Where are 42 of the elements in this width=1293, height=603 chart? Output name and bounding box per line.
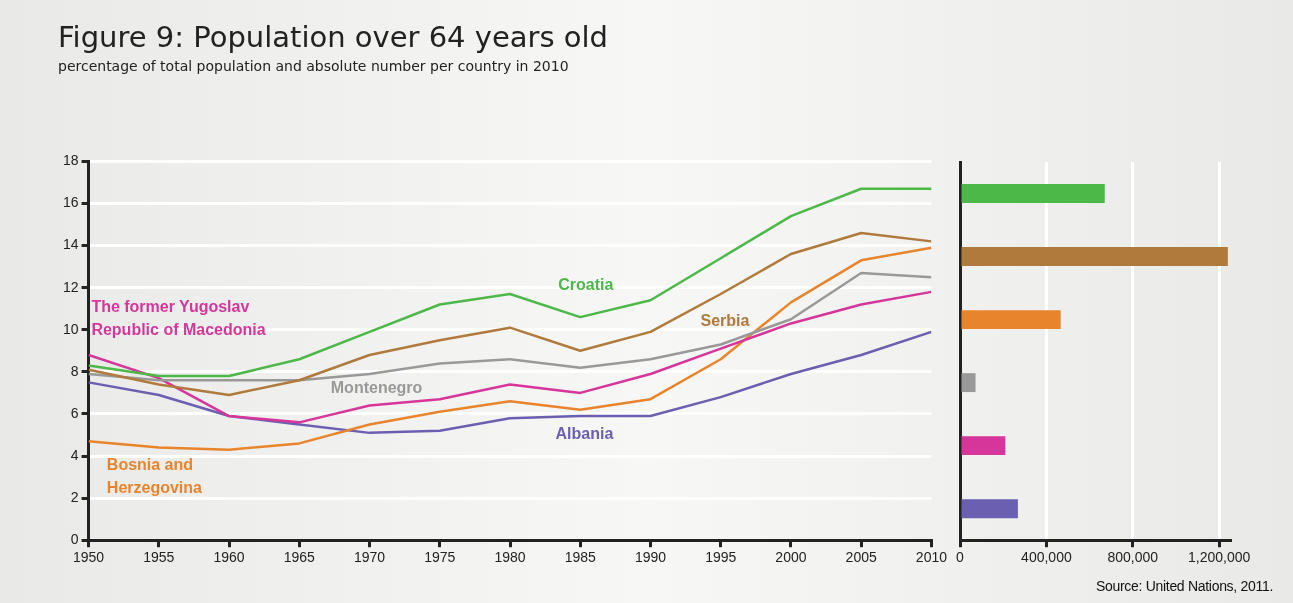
y-tick-label: 18 — [62, 152, 79, 169]
bar — [961, 184, 1105, 203]
x-tick-label: 1950 — [72, 549, 105, 566]
y-tick-label: 2 — [70, 488, 79, 505]
x-tick-label: 400,000 — [1021, 549, 1072, 566]
x-tick-label: 1995 — [705, 549, 737, 566]
series-label: The former Yugoslav Republic of Macedonia — [91, 298, 266, 339]
y-tick-label: 16 — [62, 194, 79, 211]
x-tick-label: 1,200,000 — [1188, 549, 1251, 566]
chart-title: Figure 9: Population over 64 years old — [58, 20, 609, 54]
series-label: Montenegro — [330, 379, 423, 397]
chart-subtitle: percentage of total population and absolute number per country in 2010 — [58, 58, 569, 74]
series-label: Serbia — [700, 311, 750, 329]
y-tick-label: 12 — [62, 278, 79, 295]
series-label: Albania — [555, 425, 614, 443]
x-tick-label: 2005 — [845, 549, 877, 566]
x-tick-label: 1960 — [213, 549, 245, 566]
y-tick-label: 10 — [62, 320, 79, 337]
x-tick-label: 0 — [956, 549, 965, 566]
x-tick-label: 1990 — [634, 549, 667, 566]
y-tick-label: 4 — [70, 446, 79, 463]
x-tick-label: 1970 — [353, 549, 386, 566]
y-tick-label: 14 — [62, 236, 79, 253]
bar — [961, 499, 1018, 519]
bar — [961, 373, 976, 393]
y-tick-label: 6 — [70, 404, 79, 421]
x-tick-label: 2000 — [775, 549, 807, 566]
y-tick-label: 8 — [70, 362, 79, 379]
x-tick-label: 1980 — [494, 549, 526, 566]
bar — [961, 247, 1228, 267]
y-tick-label: 0 — [70, 531, 79, 548]
series-label: Bosnia and Herzegovina — [106, 455, 203, 496]
x-tick-label: 1965 — [283, 549, 316, 566]
x-tick-label: 1985 — [564, 549, 597, 566]
x-tick-label: 1955 — [143, 549, 175, 566]
x-tick-label: 1975 — [424, 549, 456, 566]
bar — [961, 310, 1061, 330]
source-note: Source: United Nations, 2011. — [1095, 578, 1273, 594]
x-tick-label: 2010 — [915, 549, 948, 566]
series-label: Croatia — [558, 275, 614, 293]
x-tick-label: 800,000 — [1107, 549, 1159, 566]
bar — [961, 436, 1006, 456]
